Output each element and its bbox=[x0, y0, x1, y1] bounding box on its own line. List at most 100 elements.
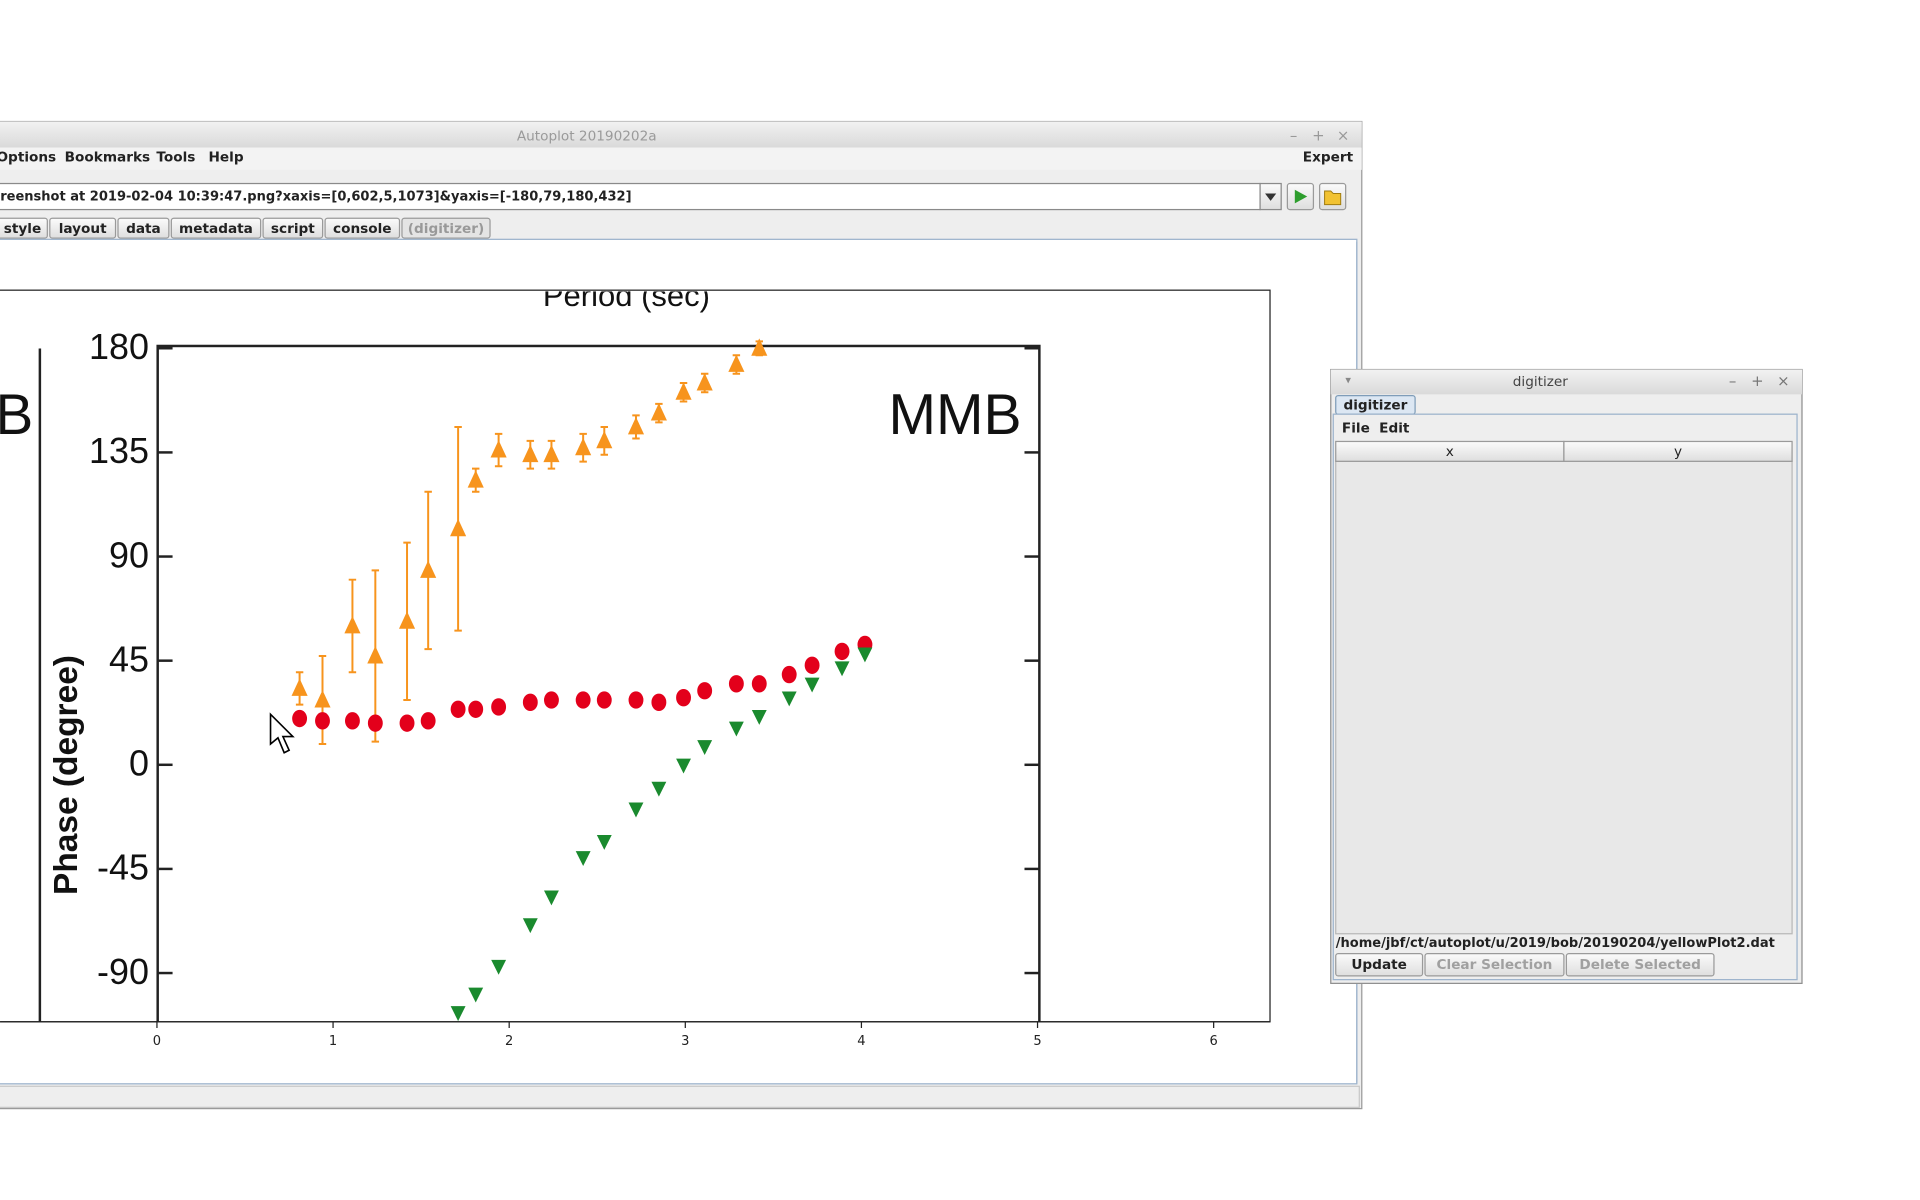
button[interactable] bbox=[1565, 952, 1715, 977]
x-tick-label: 4 bbox=[857, 1034, 865, 1049]
tab-label: metadata bbox=[179, 221, 253, 237]
tab[interactable] bbox=[401, 217, 491, 239]
data-point bbox=[728, 721, 744, 737]
data-point bbox=[399, 714, 415, 732]
menu-item[interactable]: Help bbox=[209, 149, 244, 165]
data-point bbox=[522, 444, 539, 463]
data-point bbox=[834, 661, 850, 677]
minimize-button[interactable]: – bbox=[1729, 372, 1736, 390]
minimize-button[interactable]: – bbox=[1290, 126, 1297, 144]
x-tick-label: 3 bbox=[681, 1034, 689, 1049]
data-point bbox=[628, 802, 644, 818]
data-point bbox=[697, 682, 713, 700]
menu-group: Options Bookmarks Tools Help bbox=[0, 149, 244, 165]
data-point bbox=[697, 740, 713, 755]
y-axis-label: Phase (degree) bbox=[48, 655, 85, 895]
data-point bbox=[490, 440, 507, 458]
data-point bbox=[781, 665, 797, 684]
data-point bbox=[650, 403, 667, 421]
close-button[interactable]: × bbox=[1337, 126, 1349, 144]
x-tick-label: 2 bbox=[505, 1034, 513, 1049]
window-title: digitizer bbox=[1513, 374, 1569, 390]
data-point bbox=[544, 691, 559, 709]
x-tick-label: 0 bbox=[153, 1034, 161, 1049]
data-point bbox=[420, 712, 436, 730]
data-point bbox=[522, 918, 538, 934]
data-point bbox=[398, 611, 416, 629]
data-point bbox=[544, 890, 559, 906]
y-tick-label: 0 bbox=[129, 743, 149, 784]
plot: Period (sec) B MMB Phase (degree) 180135… bbox=[0, 278, 1271, 1049]
dropdown-arrow bbox=[1265, 193, 1277, 201]
maximize-button[interactable]: + bbox=[1312, 126, 1324, 144]
status-bar bbox=[0, 1085, 1360, 1108]
data-point bbox=[696, 373, 713, 391]
data-point bbox=[751, 338, 768, 356]
data-point bbox=[314, 690, 331, 708]
x-tick-label: 5 bbox=[1033, 1034, 1041, 1049]
menu-item[interactable]: File bbox=[1342, 420, 1370, 436]
x-tick-label: 1 bbox=[329, 1034, 337, 1049]
data-point bbox=[675, 382, 692, 400]
window-menu-button[interactable]: ▾ bbox=[1345, 374, 1351, 387]
x-tick-label: 6 bbox=[1210, 1034, 1218, 1049]
button[interactable] bbox=[1424, 952, 1565, 977]
tab-label: data bbox=[126, 221, 161, 237]
data-point bbox=[468, 987, 484, 1003]
tab[interactable] bbox=[262, 217, 324, 239]
tab[interactable] bbox=[324, 217, 401, 239]
inner-title: Period (sec) bbox=[543, 278, 710, 313]
title-bar bbox=[0, 121, 1362, 148]
data-point bbox=[834, 642, 850, 661]
menu-item[interactable]: Options bbox=[0, 149, 56, 165]
data-point bbox=[292, 709, 308, 728]
tab[interactable] bbox=[170, 217, 262, 239]
tab-label: console bbox=[333, 221, 392, 237]
y-tick-label: 90 bbox=[109, 534, 149, 575]
data-point bbox=[467, 470, 484, 488]
data-point bbox=[344, 616, 361, 634]
data-point bbox=[491, 698, 507, 716]
data-point bbox=[450, 518, 467, 537]
menu-item[interactable]: Edit bbox=[1379, 420, 1410, 436]
tab-label: (digitizer) bbox=[408, 221, 484, 237]
window-title: Autoplot 20190202a bbox=[517, 128, 657, 144]
button-label: Update bbox=[1351, 957, 1407, 973]
data-point bbox=[575, 851, 591, 867]
data-point bbox=[596, 430, 613, 449]
data-point bbox=[651, 693, 667, 711]
maximize-button[interactable]: + bbox=[1751, 372, 1763, 390]
data-point bbox=[575, 437, 592, 456]
tab[interactable] bbox=[49, 217, 117, 239]
table-body bbox=[1335, 460, 1793, 935]
url-text: reenshot at 2019-02-04 10:39:47.png?xaxi… bbox=[0, 190, 631, 205]
data-point bbox=[627, 417, 645, 435]
button[interactable] bbox=[1335, 952, 1424, 977]
data-point bbox=[676, 689, 691, 707]
data-point bbox=[450, 1006, 466, 1022]
button-row: Update Clear Selection Delete Selected bbox=[1335, 952, 1715, 977]
expert-menu[interactable]: Expert bbox=[1303, 149, 1354, 165]
menu-item[interactable]: Bookmarks bbox=[65, 149, 150, 165]
left-panel-label: B bbox=[0, 383, 33, 447]
tab[interactable] bbox=[117, 217, 170, 239]
data-point bbox=[367, 646, 384, 664]
tab-label: layout bbox=[59, 221, 107, 237]
data-point bbox=[728, 354, 745, 372]
title-bar bbox=[1330, 369, 1802, 395]
data-point bbox=[344, 712, 360, 730]
column-header[interactable] bbox=[1563, 440, 1793, 462]
data-point bbox=[781, 691, 797, 707]
tab[interactable] bbox=[0, 217, 48, 239]
data-point bbox=[522, 693, 538, 711]
data-point bbox=[315, 712, 330, 730]
autoplot-window: Autoplot 20190202a – + × Options Bookmark… bbox=[0, 120, 1363, 1110]
data-point bbox=[367, 714, 383, 732]
menu-item[interactable]: Tools bbox=[156, 149, 195, 165]
close-button[interactable]: × bbox=[1777, 372, 1789, 390]
data-point bbox=[651, 781, 667, 797]
button-label: Clear Selection bbox=[1437, 957, 1553, 973]
